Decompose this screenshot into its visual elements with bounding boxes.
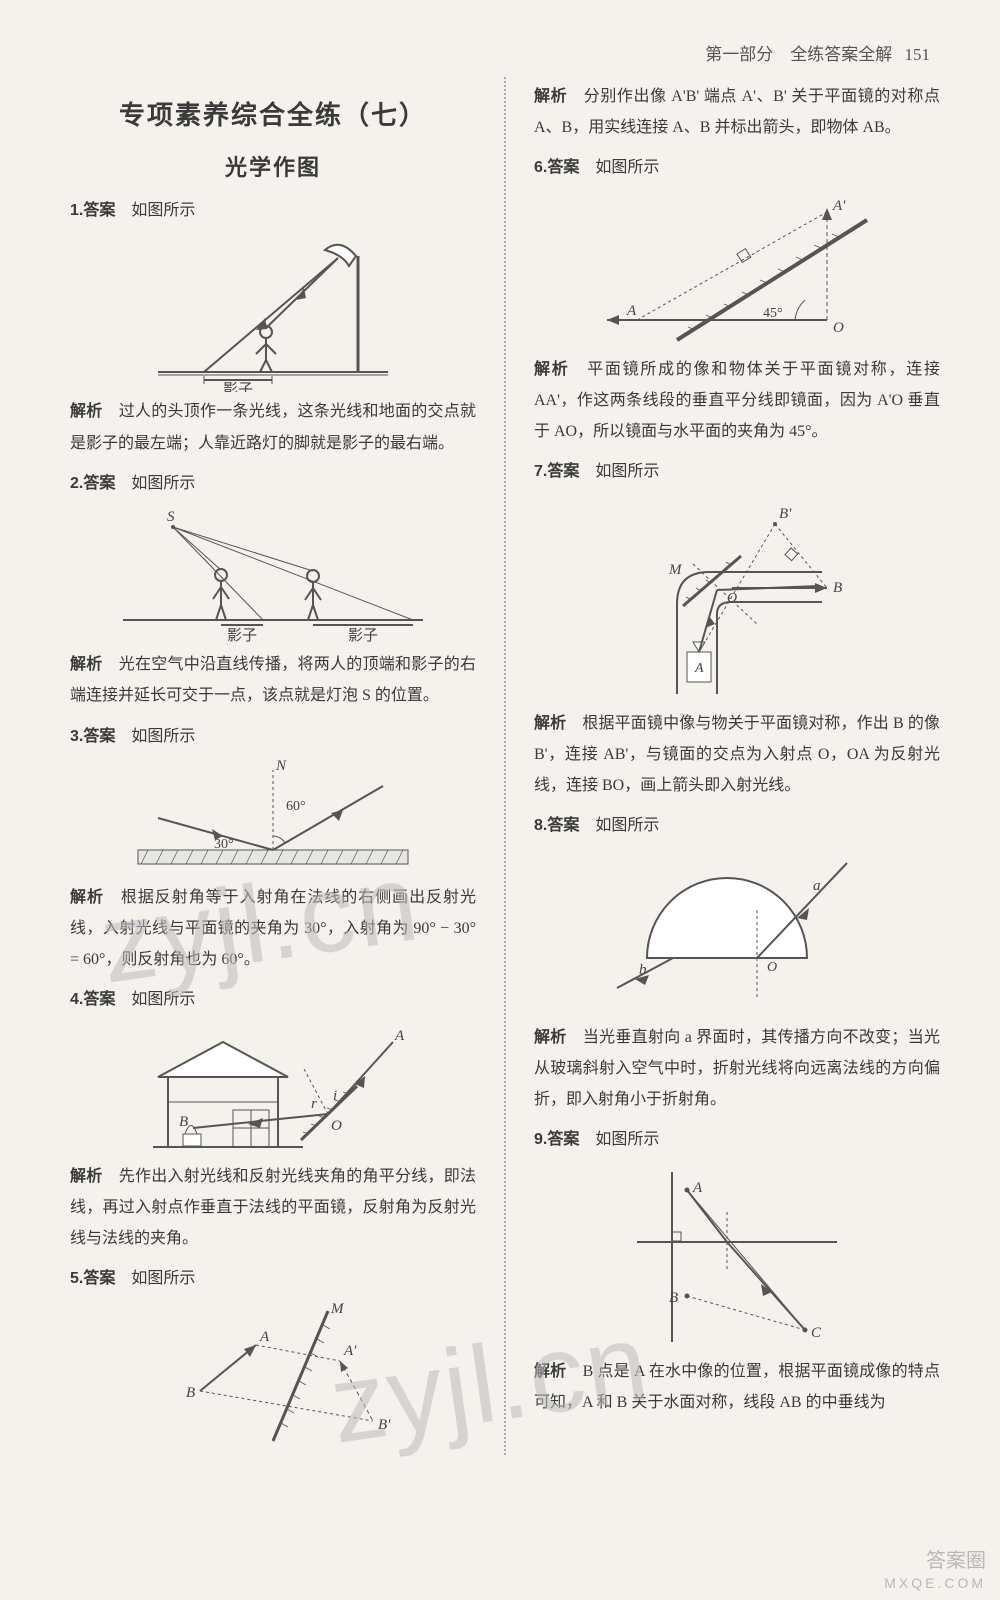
figure-5: M A' B' A B xyxy=(70,1301,476,1451)
svg-text:影子: 影子 xyxy=(223,381,253,392)
item-4-analysis: 解析 先作出入射光线和反射光线夹角的角平分线，即法线，再过入射点作垂直于法线的平… xyxy=(70,1161,476,1255)
item-3-answer: 3.答案 如图所示 xyxy=(70,722,476,752)
figure-7: M A B B' O xyxy=(534,494,940,704)
svg-text:M: M xyxy=(330,1301,345,1317)
svg-text:影子: 影子 xyxy=(227,627,257,644)
svg-text:N: N xyxy=(275,758,287,774)
title-sub: 光学作图 xyxy=(70,150,476,182)
svg-text:B: B xyxy=(669,1290,678,1306)
columns: 专项素养综合全练（七） 光学作图 1.答案 如图所示 xyxy=(70,77,940,1455)
item-7-answer: 7.答案 如图所示 xyxy=(534,457,940,487)
svg-text:O: O xyxy=(767,960,777,975)
svg-text:B: B xyxy=(179,1114,188,1130)
svg-text:O: O xyxy=(727,591,737,606)
page-number: 151 xyxy=(905,45,931,64)
svg-text:C: C xyxy=(811,1325,822,1341)
item-4-answer: 4.答案 如图所示 xyxy=(70,985,476,1015)
item-8-answer: 8.答案 如图所示 xyxy=(534,811,940,841)
svg-text:45°: 45° xyxy=(763,306,783,321)
figure-4: A B O i r xyxy=(70,1022,476,1157)
corner-bottom: MXQE.COM xyxy=(884,1574,986,1592)
item-1-analysis: 解析 过人的头顶作一条光线，这条光线和地面的交点就是影子的最左端；人靠近路灯的脚… xyxy=(70,396,476,458)
svg-text:S: S xyxy=(167,509,175,525)
corner-top: 答案圈 xyxy=(926,1550,986,1572)
item-5-analysis: 解析 分别作出像 A'B' 端点 A'、B' 关于平面镜的对称点 A、B，用实线… xyxy=(534,81,940,143)
item-9-analysis: 解析 B 点是 A 在水中像的位置，根据平面镜成像的特点可知，A 和 B 关于水… xyxy=(534,1356,940,1418)
column-divider xyxy=(504,77,506,1455)
svg-text:B': B' xyxy=(779,506,792,522)
svg-text:r: r xyxy=(311,1096,317,1112)
svg-text:B: B xyxy=(833,580,842,596)
svg-text:i: i xyxy=(333,1088,337,1104)
item-2-answer: 2.答案 如图所示 xyxy=(70,469,476,499)
svg-text:A: A xyxy=(394,1028,405,1044)
item-6-answer: 6.答案 如图所示 xyxy=(534,153,940,183)
page-header: 第一部分 全练答案全解 151 xyxy=(70,0,940,77)
svg-text:B: B xyxy=(186,1385,195,1401)
item-9-answer: 9.答案 如图所示 xyxy=(534,1125,940,1155)
figure-9: A B C xyxy=(534,1162,940,1352)
svg-text:影子: 影子 xyxy=(348,627,378,644)
svg-text:A: A xyxy=(694,661,704,676)
svg-text:O: O xyxy=(331,1118,342,1134)
item-3-analysis: 解析 根据反射角等于入射角在法线的右侧画出反射光线，入射光线与平面镜的夹角为 3… xyxy=(70,882,476,976)
svg-text:A: A xyxy=(692,1180,703,1196)
figure-6: A A' O 45° xyxy=(534,190,940,350)
svg-text:A': A' xyxy=(343,1343,357,1359)
figure-8: a b O xyxy=(534,848,940,1018)
item-1-answer: 1.答案 如图所示 xyxy=(70,196,476,226)
svg-text:A: A xyxy=(259,1329,270,1345)
svg-text:60°: 60° xyxy=(286,799,306,814)
left-column: 专项素养综合全练（七） 光学作图 1.答案 如图所示 xyxy=(70,77,476,1455)
item-6-analysis: 解析 平面镜所成的像和物体关于平面镜对称，连接 AA'，作这两条线段的垂直平分线… xyxy=(534,354,940,448)
page: 第一部分 全练答案全解 151 专项素养综合全练（七） 光学作图 1.答案 如图… xyxy=(0,0,1000,1505)
svg-text:B': B' xyxy=(378,1417,391,1433)
svg-text:M: M xyxy=(668,562,683,578)
figure-3: N 30° 60° xyxy=(70,758,476,878)
title-main: 专项素养综合全练（七） xyxy=(70,95,476,132)
item-5-answer: 5.答案 如图所示 xyxy=(70,1264,476,1294)
figure-2: S xyxy=(70,505,476,645)
header-section: 第一部分 全练答案全解 xyxy=(705,45,892,64)
right-column: 解析 分别作出像 A'B' 端点 A'、B' 关于平面镜的对称点 A、B，用实线… xyxy=(534,77,940,1455)
corner-brand: 答案圈 MXQE.COM xyxy=(884,1548,986,1592)
svg-text:A: A xyxy=(626,303,637,319)
figure-1: 影子 xyxy=(70,232,476,392)
item-2-analysis: 解析 光在空气中沿直线传播，将两人的顶端和影子的右端连接并延长可交于一点，该点就… xyxy=(70,649,476,711)
svg-text:A': A' xyxy=(832,198,846,214)
item-8-analysis: 解析 当光垂直射向 a 界面时，其传播方向不改变；当光从玻璃斜射入空气中时，折射… xyxy=(534,1022,940,1116)
item-7-analysis: 解析 根据平面镜中像与物关于平面镜对称，作出 B 的像 B'，连接 AB'，与镜… xyxy=(534,708,940,802)
svg-text:30°: 30° xyxy=(214,837,234,852)
svg-text:O: O xyxy=(833,320,844,336)
